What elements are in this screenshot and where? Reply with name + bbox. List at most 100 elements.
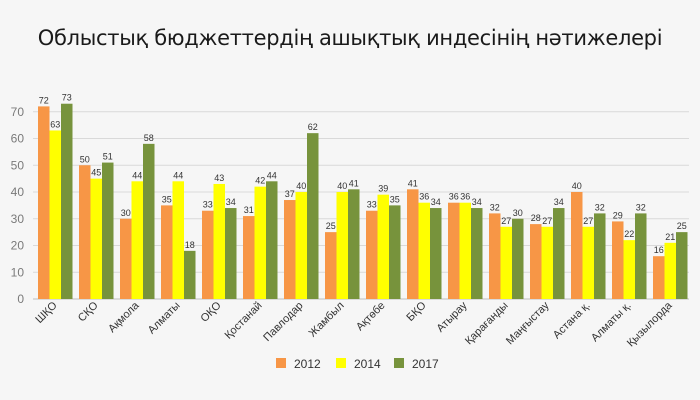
bar-2014	[623, 240, 635, 299]
data-label: 27	[501, 216, 511, 226]
x-tick-label: Алматы	[146, 300, 183, 337]
y-tick-label: 50	[11, 158, 25, 172]
data-label: 22	[624, 229, 634, 239]
data-label: 73	[62, 93, 72, 103]
data-label: 45	[91, 168, 101, 178]
data-label: 32	[595, 202, 605, 212]
y-tick-label: 0	[17, 292, 24, 306]
data-label: 35	[390, 194, 400, 204]
data-label: 43	[214, 173, 224, 183]
bar-2017	[102, 162, 114, 299]
data-label: 21	[665, 232, 675, 242]
data-label: 63	[50, 119, 60, 129]
bar-2012	[407, 189, 419, 299]
data-label: 39	[378, 184, 388, 194]
data-label: 34	[472, 197, 482, 207]
bar-2014	[664, 242, 676, 299]
bar-2012	[530, 224, 542, 299]
x-tick-label: Қызылорда	[625, 299, 675, 349]
data-label: 25	[326, 221, 336, 231]
bar-2012	[38, 106, 50, 300]
bar-2012	[366, 210, 378, 299]
bar-2017	[389, 205, 401, 299]
data-label: 51	[103, 152, 113, 162]
legend-label: 2017	[412, 357, 439, 371]
bar-2017	[553, 208, 565, 299]
bar-2017	[471, 208, 483, 299]
data-label: 72	[39, 95, 49, 105]
x-tick-label: СҚО	[76, 299, 101, 324]
bar-2014	[459, 202, 471, 299]
bar-2014	[172, 181, 184, 299]
data-label: 35	[162, 194, 172, 204]
data-label: 34	[554, 197, 564, 207]
data-label: 50	[80, 154, 90, 164]
bar-2014	[213, 183, 225, 299]
bar-2012	[243, 216, 255, 299]
data-label: 41	[349, 178, 359, 188]
chart-title: Облыстық бюджеттердің ашықтық индесінің …	[37, 26, 663, 50]
legend-swatch-2017	[394, 358, 404, 368]
y-tick-label: 30	[11, 212, 25, 226]
bar-2017	[143, 143, 155, 299]
data-label: 36	[460, 192, 470, 202]
bar-2017	[184, 250, 196, 299]
legend-swatch-2012	[276, 358, 286, 368]
bar-2014	[90, 178, 102, 299]
data-label: 29	[613, 210, 623, 220]
x-tick-label: Ақмола	[106, 299, 142, 335]
data-label: 37	[285, 189, 295, 199]
data-label: 44	[267, 170, 277, 180]
y-tick-label: 60	[11, 132, 25, 146]
bar-2014	[336, 192, 348, 299]
bar-2012	[653, 256, 665, 299]
legend-swatch-2014	[336, 358, 346, 368]
x-tick-label: Павлодар	[261, 300, 305, 344]
x-tick-label: Қостанай	[223, 300, 265, 342]
bar-2017	[635, 213, 647, 299]
x-tick-label: Жамбыл	[307, 300, 347, 340]
data-label: 58	[144, 133, 154, 143]
bar-2012	[202, 210, 214, 299]
x-tick-label: Маңғыстау	[504, 299, 552, 347]
data-label: 36	[419, 192, 429, 202]
bar-2017	[225, 208, 237, 299]
bar-2017	[61, 103, 73, 299]
bar-2014	[541, 226, 553, 299]
data-label: 36	[449, 192, 459, 202]
legend-label: 2014	[354, 357, 381, 371]
bar-2012	[489, 213, 501, 299]
bar-2014	[418, 202, 430, 299]
data-label: 30	[513, 208, 523, 218]
bar-2014	[582, 226, 594, 299]
data-label: 31	[244, 205, 254, 215]
data-label: 42	[255, 176, 265, 186]
data-label: 18	[185, 240, 195, 250]
data-label: 28	[531, 213, 541, 223]
data-label: 32	[636, 202, 646, 212]
bar-2012	[120, 218, 132, 299]
y-tick-label: 40	[11, 185, 25, 199]
data-label: 34	[431, 197, 441, 207]
x-tick-label: Атырау	[435, 299, 470, 334]
bar-2014	[295, 192, 307, 299]
data-label: 41	[408, 178, 418, 188]
data-label: 40	[572, 181, 582, 191]
x-tick-label: ШҚО	[33, 299, 60, 326]
bar-2017	[512, 218, 524, 299]
bar-2014	[131, 181, 143, 299]
bar-2014	[254, 186, 266, 299]
bar-2017	[266, 181, 278, 299]
bar-2012	[79, 165, 91, 299]
data-label: 44	[173, 170, 183, 180]
bar-2014	[49, 130, 61, 299]
data-label: 27	[583, 216, 593, 226]
y-tick-label: 20	[11, 239, 25, 253]
bar-2017	[307, 133, 319, 299]
bar-2017	[430, 208, 442, 299]
data-label: 34	[226, 197, 236, 207]
x-tick-label: Астана қ.	[551, 300, 593, 342]
data-label: 32	[490, 202, 500, 212]
bar-2012	[284, 200, 296, 299]
